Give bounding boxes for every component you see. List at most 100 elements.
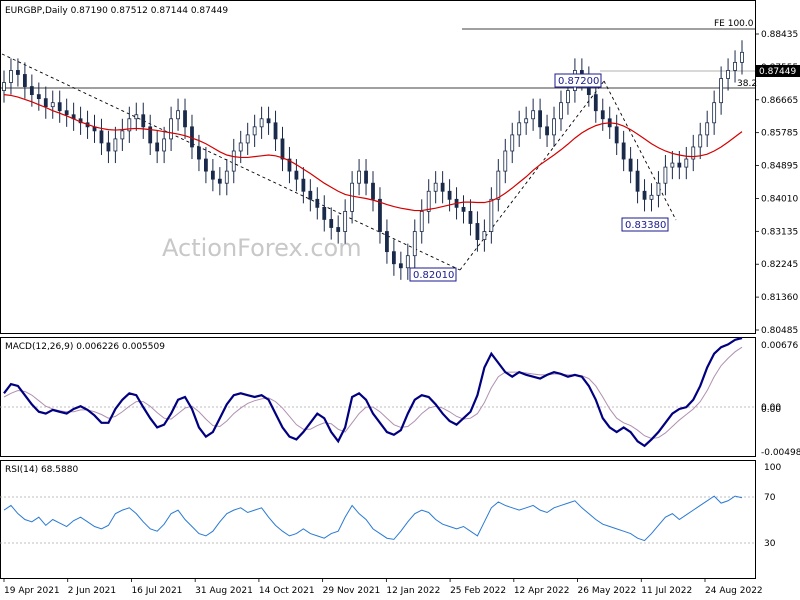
candle-body [600,110,605,120]
candle-body [259,118,264,128]
x-tick-label: 26 May 2022 [578,586,637,596]
candle-body [371,182,375,200]
candle-body [719,78,724,104]
candle-body [217,178,222,184]
candle-body [566,90,570,104]
candle-body [238,142,243,152]
candle-body [475,223,480,240]
candle-body [510,134,515,152]
candle-body [36,94,41,100]
candle-body [496,170,501,200]
svg-text:0.82010: 0.82010 [413,270,454,281]
fib-label: 38.2 [737,79,757,89]
candle-body [343,210,348,232]
candle-body [210,170,215,180]
macd-signal-line [3,346,743,439]
candle-body [531,110,536,120]
price-panel-frame [0,0,756,334]
price-tick-label: 0.88435 [761,30,798,40]
candle-body [433,182,438,192]
candle-body [405,255,410,269]
candle-body [628,158,633,172]
candle-body [524,118,529,124]
candle-body [134,114,139,120]
macd-line [3,336,743,448]
x-axis: 19 Apr 2021 2 Jun 2021 16 Jul 2021 31 Aug 2… [3,578,763,596]
candle-body [726,70,730,79]
candle-body [378,198,382,232]
rsi-tick-label: 30 [764,539,776,549]
candle-body [155,142,160,152]
price-tick-label: 0.81360 [761,293,798,303]
candle-body [635,170,640,192]
candle-body [670,162,675,168]
candle-body [684,158,689,168]
candle-body [127,118,132,132]
svg-text:0.87449: 0.87449 [759,67,796,77]
candle-body [113,138,118,152]
candle-body [385,231,389,253]
candle-body [252,126,257,136]
candle-body [357,170,361,184]
macd-panel-frame [0,337,756,457]
candle-body [559,102,563,120]
candle-body [16,70,20,75]
candle-body [538,110,542,128]
candle-body [552,118,556,136]
candle-body [426,190,431,212]
downtrend-line [1,53,461,271]
candle-body [315,198,320,208]
candle-body [266,118,271,124]
candle-body [733,62,737,71]
candle-body [489,198,494,232]
macd-tick-label: -0.00498 [761,448,800,458]
candle-body [412,231,417,257]
price-tick-label: 0.84010 [761,194,798,204]
rsi-y-axis: 100 70 30 [764,463,781,549]
candle-body [419,210,424,232]
candle-body [50,102,55,108]
svg-text:0.83380: 0.83380 [625,220,666,231]
candle-body [224,170,229,184]
candle-body [322,206,327,220]
price-tick-label: 0.83135 [761,227,798,237]
candle-body [169,118,173,140]
candle-body [663,166,668,184]
candle-body [593,94,598,112]
candle-body [698,134,703,148]
price-tick-label: 0.84895 [761,162,798,172]
annotation-lines [0,28,755,271]
candle-body [287,158,292,172]
swing-low-2-label: 0.83380 [621,217,669,232]
candle-body [503,150,508,172]
rsi-tick-label: 100 [764,463,781,473]
candle-body [64,110,69,116]
x-tick-label: 12 Apr 2022 [514,586,570,596]
candle-body [176,110,180,120]
price-tick-label: 0.85785 [761,129,798,139]
candle-body [391,251,396,265]
candle-body [482,231,487,240]
x-tick-label: 24 Aug 2022 [705,586,763,596]
candle-body [656,182,661,196]
rsi-tick-label: 70 [764,493,776,503]
candle-body [280,138,285,160]
candle-body [148,126,153,144]
candle-body [162,138,167,152]
price-tick-label: 0.80485 [761,326,798,336]
svg-text:0.87200: 0.87200 [558,76,599,87]
macd-tick-label: 0.00 [761,405,781,415]
candle-body [677,162,682,168]
candle-body [190,126,194,148]
current-price-tag: 0.87449 [756,65,800,77]
candle-body [712,102,717,124]
candle-body [43,98,48,108]
candle-body [9,70,13,83]
candle-body [614,126,619,144]
candle-body [231,150,236,172]
candle-body [197,146,201,160]
candle-body [461,206,466,212]
candle-body [398,263,403,269]
